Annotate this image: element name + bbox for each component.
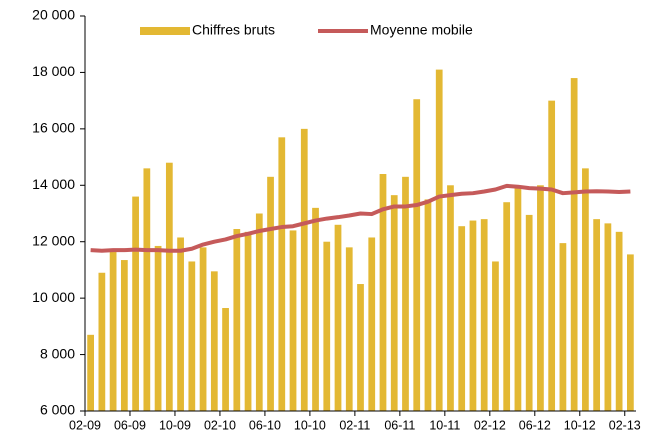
x-tick-label: 02-11: [339, 418, 370, 432]
bar: [165, 162, 173, 411]
bar: [492, 261, 499, 411]
bar: [278, 137, 286, 412]
bar: [210, 271, 218, 411]
x-tick-label: 06-12: [519, 418, 551, 432]
bar: [120, 260, 128, 411]
y-tick-label: 10 000: [32, 289, 75, 305]
bar: [177, 237, 184, 411]
bar: [593, 219, 601, 411]
x-tick-label: 02-12: [474, 418, 506, 432]
y-tick-label: 14 000: [32, 176, 75, 192]
legend-swatch: [140, 27, 190, 35]
bar: [379, 174, 387, 411]
x-tick-label: 10-10: [294, 418, 326, 432]
bar: [559, 243, 567, 411]
bar: [413, 99, 421, 411]
bar: [323, 241, 331, 411]
bar: [458, 226, 466, 411]
bar: [627, 254, 634, 411]
bar: [469, 220, 477, 411]
bar: [132, 196, 139, 411]
bar: [312, 207, 319, 411]
x-tick-label: 02-09: [69, 418, 101, 432]
y-tick-label: 12 000: [32, 232, 75, 248]
bar: [143, 168, 151, 411]
x-tick-label: 06-11: [384, 418, 415, 432]
bar: [570, 78, 578, 412]
bar: [154, 245, 162, 411]
bar: [548, 100, 556, 412]
bar: [98, 272, 106, 411]
bar: [503, 202, 511, 411]
y-tick-label: 20 000: [32, 7, 75, 23]
bar: [604, 223, 612, 411]
x-tick-label: 02-10: [204, 418, 236, 432]
bar: [87, 334, 94, 411]
bar: [109, 250, 117, 411]
bar: [390, 195, 398, 411]
bar: [537, 185, 544, 411]
bar: [188, 261, 196, 411]
y-tick-label: 18 000: [32, 63, 75, 79]
x-tick-label: 10-12: [564, 418, 596, 432]
x-tick-label: 06-09: [114, 418, 146, 432]
bar: [424, 199, 432, 411]
bar: [582, 168, 589, 411]
x-tick-label: 10-11: [429, 418, 460, 432]
x-tick-label: 06-10: [249, 418, 281, 432]
legend-label: Moyenne mobile: [370, 22, 473, 38]
bar: [435, 69, 443, 411]
bar: [402, 176, 409, 411]
y-tick-label: 16 000: [32, 120, 75, 136]
moving-average-line: [90, 183, 631, 253]
x-tick-label: 02-13: [609, 418, 641, 432]
x-tick-label: 10-09: [159, 418, 191, 432]
y-tick-label: 6 000: [40, 402, 75, 418]
bar: [233, 229, 241, 411]
bar: [368, 237, 376, 411]
y-tick-label: 8 000: [40, 345, 75, 361]
bar: [480, 219, 488, 411]
bar: [199, 247, 207, 411]
bar: [300, 128, 308, 411]
bar: [615, 231, 623, 411]
bar: [334, 224, 342, 411]
bar: [447, 185, 454, 411]
bar: [222, 308, 229, 411]
bar: [267, 176, 274, 411]
bar: [244, 231, 252, 411]
bar: [525, 214, 533, 411]
bar: [345, 247, 353, 411]
bar: [514, 188, 522, 411]
legend-label: Chiffres bruts: [192, 22, 275, 38]
bar: [255, 213, 263, 411]
bar: [289, 230, 297, 411]
bar: [357, 284, 364, 411]
